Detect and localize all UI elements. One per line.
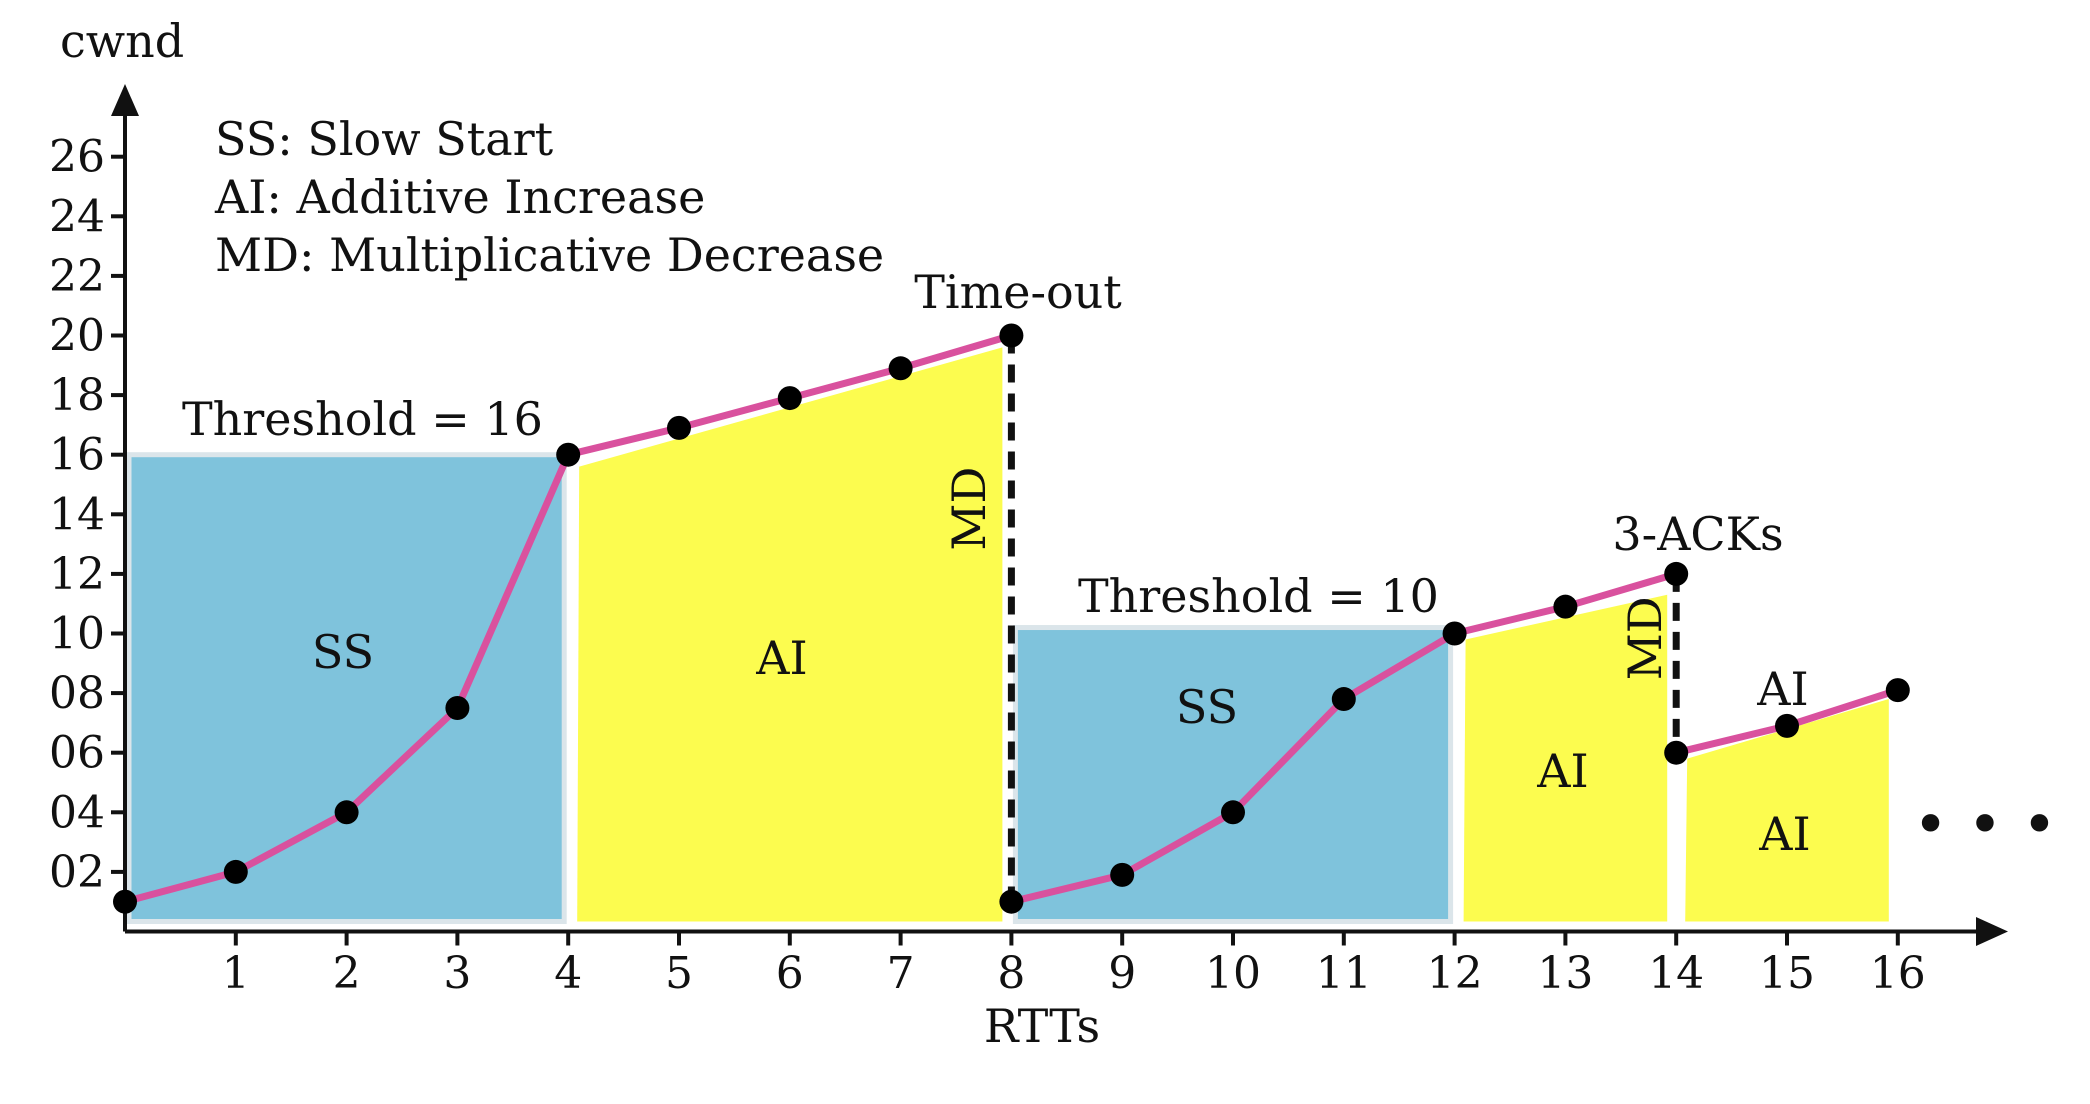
cwnd-point-9 [999,889,1024,914]
cwnd-point-11 [1221,800,1245,825]
cwnd-point-7 [888,356,913,381]
legend-entry-md: MD: Multiplicative Decrease [215,228,884,282]
x-tick-label-2: 2 [333,948,361,999]
threshold-10-label: Threshold = 10 [1078,569,1439,623]
three-acks-label: 3-ACKs [1612,507,1783,561]
axes: 1 2 3 4 5 6 7 8 9 10 11 12 13 14 15 1602040608101214161… [49,84,2008,999]
cwnd-point-10 [1110,862,1135,887]
x-axis-arrow [1976,917,2008,946]
ai-region-1 [577,347,1003,922]
legend: SS: Slow Start AI: Additive Increase MD:… [214,112,884,282]
y-tick-label-20: 20 [49,311,105,362]
x-tick-label-11: 11 [1316,948,1372,999]
y-tick-label-16: 16 [49,430,105,481]
y-tick-label-18: 18 [49,370,105,421]
cwnd-point-2 [334,800,359,825]
y-tick-label-04: 04 [49,787,105,838]
phase-regions: SS AI SS AI AI [126,347,1889,924]
region-label-2: SS [1176,680,1238,734]
x-tick-label-16: 16 [1870,948,1926,999]
y-tick-label-06: 06 [49,728,105,779]
cwnd-point-3 [445,696,470,720]
cwnd-point-1 [223,859,248,884]
cwnd-point-13 [1442,621,1467,646]
ai-label-upper: AI [1756,662,1808,716]
y-tick-label-14: 14 [49,489,105,540]
y-tick-label-24: 24 [49,191,105,242]
x-tick-label-6: 6 [776,948,804,999]
y-tick-label-22: 22 [49,251,105,302]
cwnd-point-18 [1885,678,1910,703]
x-tick-label-10: 10 [1205,948,1261,999]
x-tick-label-1: 1 [222,948,250,999]
x-tick-label-15: 15 [1759,948,1815,999]
threshold-16-label: Threshold = 16 [182,392,543,446]
y-axis-title: cwnd [60,14,184,68]
x-tick-label-7: 7 [887,948,915,999]
region-label-4: AI [1758,807,1810,861]
ai-region-3 [1463,594,1668,922]
region-label-3: AI [1536,744,1588,798]
y-tick-label-02: 02 [49,847,105,898]
timeout-label: Time-out [914,265,1122,319]
x-axis-title: RTTs [984,999,1100,1053]
cwnd-point-8 [999,323,1024,348]
legend-entry-ai: AI: Additive Increase [214,170,705,224]
y-tick-label-12: 12 [49,549,105,600]
cwnd-point-17 [1775,713,1799,738]
y-axis-arrow [111,84,139,116]
x-tick-label-13: 13 [1537,948,1593,999]
drop-lines: MD MD [942,335,1680,902]
cwnd-point-12 [1331,687,1356,712]
continuation-ellipsis: • • • [1913,790,2057,860]
cwnd-point-15 [1664,561,1689,586]
y-tick-label-10: 10 [49,609,105,660]
legend-entry-ss: SS: Slow Start [215,112,554,166]
md-drop-label-0: MD [942,467,996,551]
region-label-1: AI [755,631,807,685]
md-drop-label-1: MD [1618,596,1672,680]
ss-region-0 [126,452,567,924]
x-tick-label-3: 3 [443,948,471,999]
cwnd-point-4 [556,442,581,467]
cwnd-point-0 [113,889,137,914]
cwnd-point-16 [1664,740,1689,765]
region-label-0: SS [312,625,374,679]
ai-region-4 [1685,699,1889,922]
cwnd-point-6 [777,386,802,411]
x-tick-label-4: 4 [554,948,582,999]
x-tick-label-9: 9 [1108,948,1136,999]
y-tick-label-26: 26 [49,132,105,183]
cwnd-series [113,323,1910,914]
y-tick-label-08: 08 [49,668,105,719]
x-tick-label-8: 8 [997,948,1025,999]
cwnd-point-5 [667,415,691,440]
cwnd-point-14 [1553,594,1578,619]
x-tick-label-14: 14 [1648,948,1704,999]
x-tick-label-12: 12 [1427,948,1483,999]
x-tick-label-5: 5 [665,948,693,999]
